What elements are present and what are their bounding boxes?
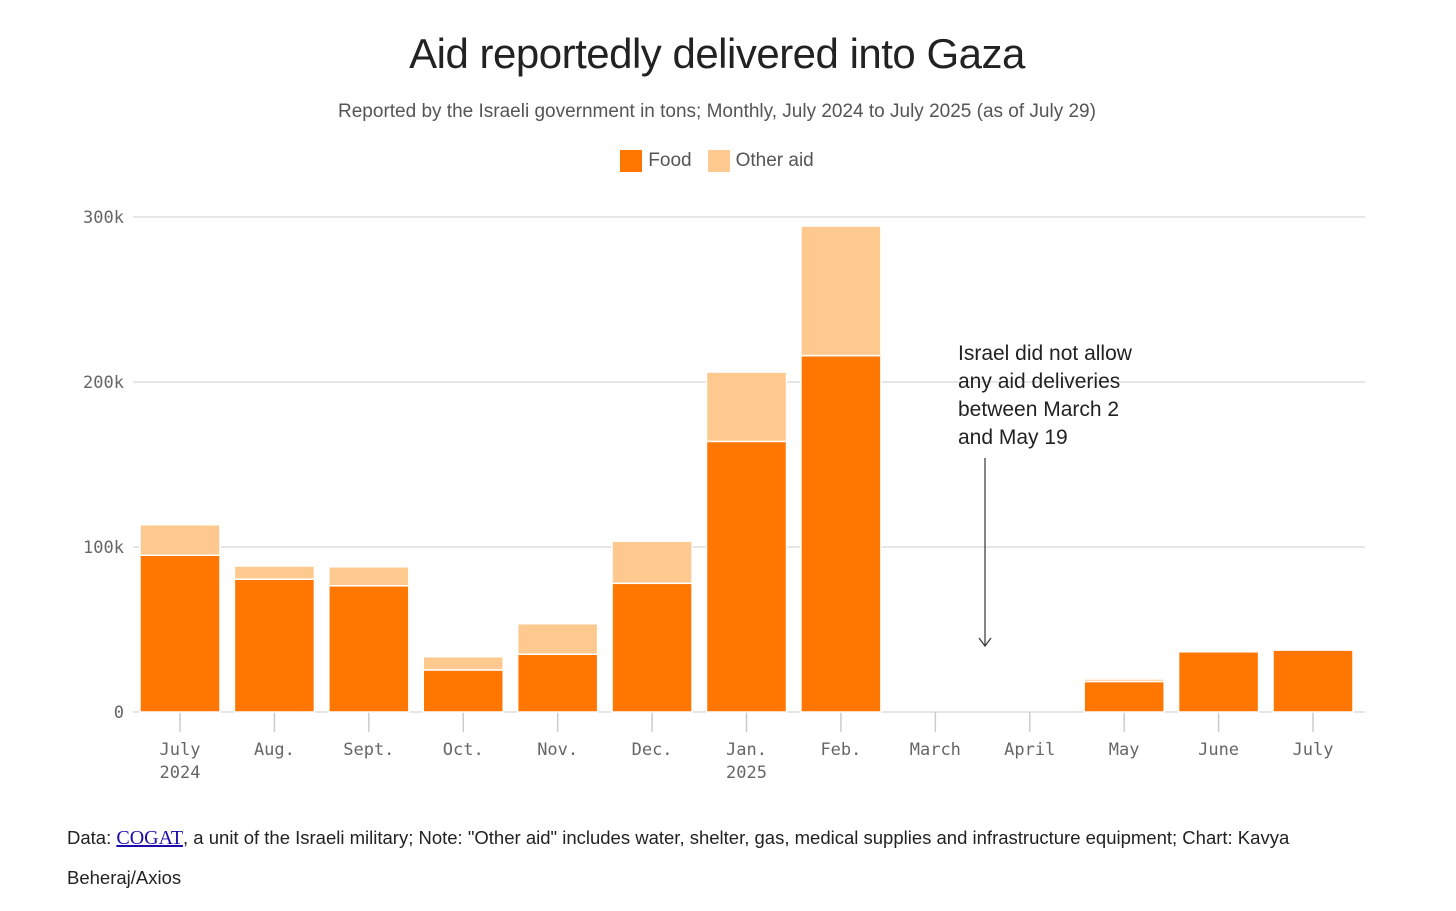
x-tick-label: July bbox=[1293, 740, 1334, 760]
x-tick-label: Dec. bbox=[632, 740, 673, 760]
bar-food bbox=[800, 354, 882, 713]
y-tick-label: 0 bbox=[114, 703, 124, 723]
bar-food bbox=[611, 582, 693, 713]
y-tick-label: 100k bbox=[83, 538, 124, 558]
x-tick-label: March bbox=[910, 740, 961, 760]
legend-label-other-aid: Other aid bbox=[735, 150, 814, 171]
x-tick-label: Feb. bbox=[820, 740, 861, 760]
bar-other-aid bbox=[1083, 678, 1165, 683]
annotation-text: and May 19 bbox=[958, 426, 1068, 449]
bar-food bbox=[233, 578, 316, 713]
chart-subtitle: Reported by the Israeli government in to… bbox=[338, 101, 1096, 122]
bar-other-aid bbox=[800, 225, 882, 357]
bar-food bbox=[1177, 651, 1260, 713]
legend: Food Other aid bbox=[0, 150, 1434, 172]
x-tick-label-year: 2025 bbox=[726, 763, 767, 783]
bar-food bbox=[139, 554, 221, 713]
legend-swatch-other-aid bbox=[707, 150, 730, 172]
x-tick-label: May bbox=[1109, 740, 1140, 760]
x-tick-label: Sept. bbox=[343, 740, 394, 760]
bar-other-aid bbox=[611, 540, 693, 585]
x-tick-label: Aug. bbox=[254, 740, 295, 760]
legend-item-food: Food bbox=[620, 150, 692, 172]
chart-title: Aid reportedly delivered into Gaza bbox=[409, 30, 1025, 77]
x-tick-label: June bbox=[1198, 740, 1239, 760]
chart-plot: 0 100k 200k 300k July 2024 Aug. Sept. Oct. Nov. De… bbox=[83, 208, 1365, 783]
annotation-text: between March 2 bbox=[958, 398, 1119, 421]
annotation-arrowhead-icon bbox=[978, 637, 992, 647]
x-tick-label-year: 2024 bbox=[160, 763, 201, 783]
y-tick-label: 300k bbox=[83, 208, 124, 228]
bar-other-aid bbox=[139, 523, 221, 556]
footer-note: , a unit of the Israeli military; Note: … bbox=[67, 827, 1290, 888]
bar-food bbox=[516, 653, 599, 713]
bar-food bbox=[328, 585, 410, 713]
bar-food bbox=[1272, 649, 1354, 713]
cogat-link[interactable]: COGAT bbox=[116, 827, 184, 849]
footer-prefix: Data: bbox=[67, 827, 117, 848]
legend-item-other-aid: Other aid bbox=[707, 150, 814, 172]
x-tick-label: July bbox=[160, 740, 201, 760]
bar-other-aid bbox=[705, 371, 788, 443]
bar-other-aid bbox=[328, 566, 410, 587]
legend-swatch-food bbox=[620, 150, 643, 172]
y-tick-label: 200k bbox=[83, 373, 124, 393]
bar-other-aid bbox=[233, 565, 316, 580]
legend-label-food: Food bbox=[648, 150, 692, 171]
bar-other-aid bbox=[516, 622, 599, 655]
annotation-text: any aid deliveries bbox=[958, 370, 1120, 393]
footer: Data: COGAT, a unit of the Israeli milit… bbox=[67, 818, 1367, 898]
bar-other-aid bbox=[422, 655, 504, 671]
x-tick-label: April bbox=[1004, 740, 1055, 760]
bar-food bbox=[705, 440, 788, 713]
annotation-text: Israel did not allow bbox=[958, 342, 1133, 365]
x-tick-label: Oct. bbox=[443, 740, 484, 760]
x-tick-label: Jan. bbox=[726, 740, 767, 760]
bar-food bbox=[1083, 680, 1165, 713]
x-tick-label: Nov. bbox=[537, 740, 578, 760]
bar-food bbox=[422, 669, 504, 713]
